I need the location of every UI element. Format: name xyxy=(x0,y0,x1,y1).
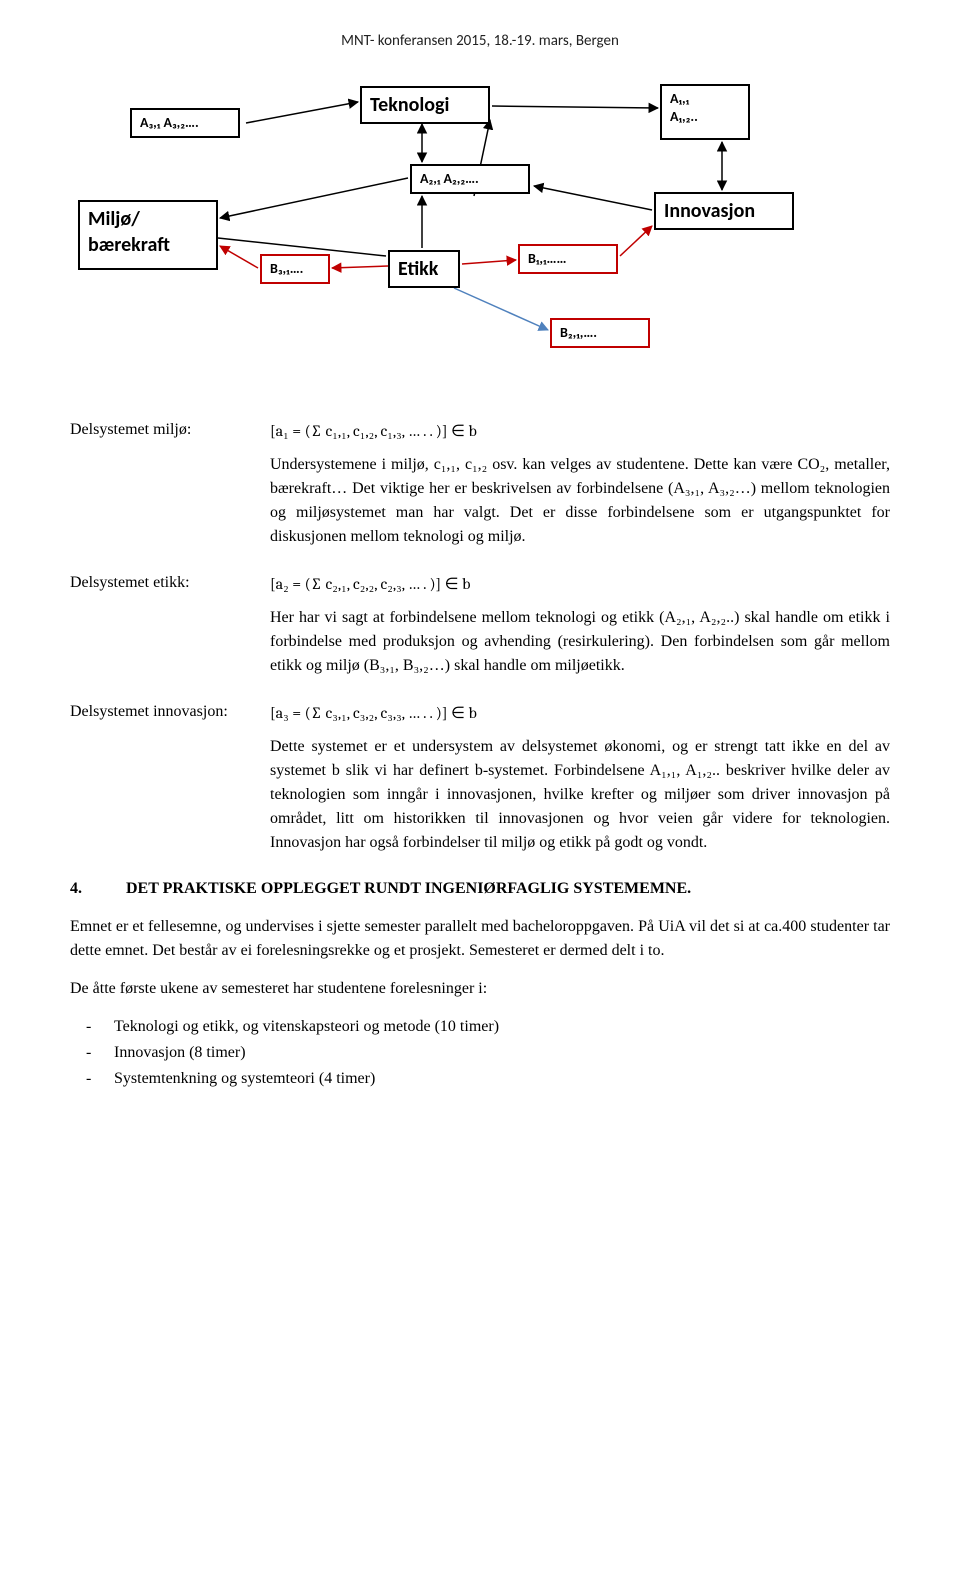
paragraph-2: De åtte første ukene av semesteret har s… xyxy=(70,977,890,1001)
diagram-node-miljo: Miljø/bærekraft xyxy=(78,200,218,270)
diagram-node-tek: Teknologi xyxy=(360,86,490,124)
concept-diagram: A₃,₁ A₃,₂…. Teknologi A₁,₁A₁,₂.. Miljø/bære… xyxy=(70,78,890,378)
diagram-node-b21: B₂,₁,…. xyxy=(550,318,650,348)
diagram-node-a31: A₃,₁ A₃,₂…. xyxy=(130,108,240,138)
heading-number: 4. xyxy=(98,877,126,901)
diagram-node-a21: A₂,₁ A₂,₂…. xyxy=(410,164,530,194)
section-formula: [a₃ = (∑ c₃,₁, c₃,₂, c₃,₃, … . . )] ∈ b xyxy=(270,700,477,725)
section-formula: [a₁ = (∑ c₁,₁, c₁,₂, c₁,₃, … . . )] ∈ b xyxy=(270,418,477,443)
diagram-node-b11: B₁,₁…… xyxy=(518,244,618,274)
section-row: Delsystemet etikk:[a₂ = (∑ c₂,₁, c₂,₂, c… xyxy=(70,571,890,596)
diagram-node-b31: B₃,₁…. xyxy=(260,254,330,284)
list-item: Innovasjon (8 timer) xyxy=(114,1041,890,1065)
section-label: Delsystemet innovasjon: xyxy=(70,700,270,725)
section-formula: [a₂ = (∑ c₂,₁, c₂,₂, c₂,₃, … . )] ∈ b xyxy=(270,571,470,596)
section-body: Her har vi sagt at forbindelsene mellom … xyxy=(270,606,890,678)
lecture-list: Teknologi og etikk, og vitenskapsteori o… xyxy=(114,1015,890,1091)
page-header: MNT- konferansen 2015, 18.-19. mars, Ber… xyxy=(70,30,890,53)
section-label: Delsystemet miljø: xyxy=(70,418,270,443)
section-row: Delsystemet innovasjon:[a₃ = (∑ c₃,₁, c₃… xyxy=(70,700,890,725)
section-4-heading: 4.DET PRAKTISKE OPPLEGGET RUNDT INGENIØR… xyxy=(98,877,890,901)
section-body: Dette systemet er et undersystem av dels… xyxy=(270,735,890,855)
list-item: Systemtenkning og systemteori (4 timer) xyxy=(114,1067,890,1091)
section-row: Delsystemet miljø:[a₁ = (∑ c₁,₁, c₁,₂, c… xyxy=(70,418,890,443)
heading-text: DET PRAKTISKE OPPLEGGET RUNDT INGENIØRFA… xyxy=(126,880,691,897)
section-label: Delsystemet etikk: xyxy=(70,571,270,596)
diagram-node-innov: Innovasjon xyxy=(654,192,794,230)
list-item: Teknologi og etikk, og vitenskapsteori o… xyxy=(114,1015,890,1039)
diagram-node-a11: A₁,₁A₁,₂.. xyxy=(660,84,750,140)
diagram-node-etikk: Etikk xyxy=(388,250,460,288)
subsystem-sections: Delsystemet miljø:[a₁ = (∑ c₁,₁, c₁,₂, c… xyxy=(70,418,890,855)
section-body: Undersystemene i miljø, c₁,₁, c₁,₂ osv. … xyxy=(270,453,890,549)
paragraph-1: Emnet er et fellesemne, og undervises i … xyxy=(70,915,890,963)
